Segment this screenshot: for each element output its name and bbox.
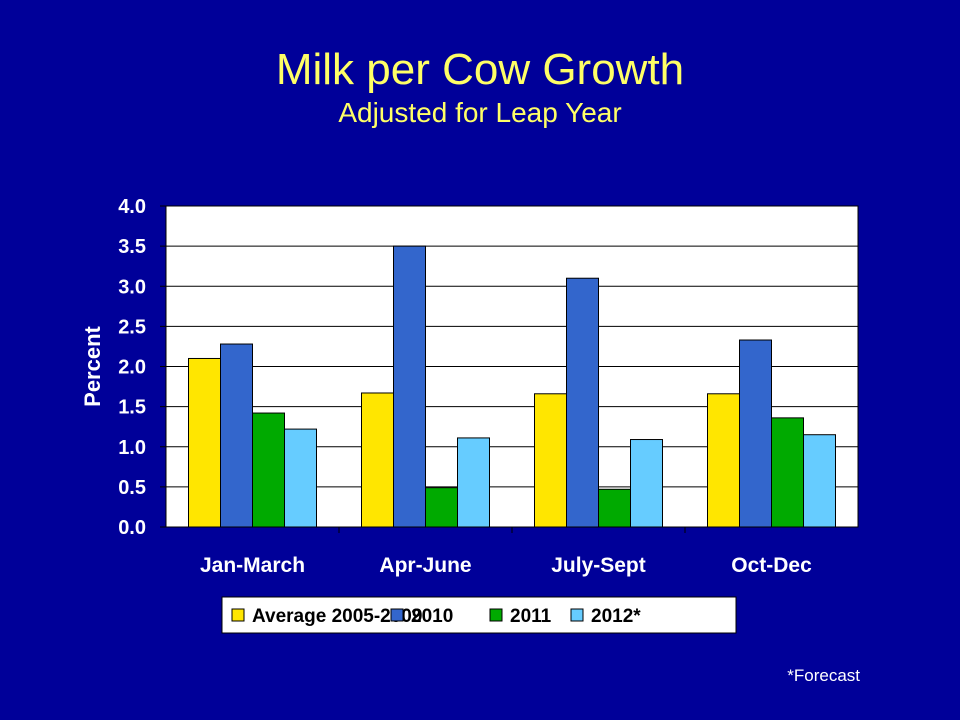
bar-average-2005-2009-apr-june bbox=[361, 392, 394, 528]
legend-swatch-average-2005-2009 bbox=[231, 608, 245, 622]
x-tick-label: Apr-June bbox=[379, 554, 471, 577]
bar-average-2005-2009-july-sept bbox=[534, 393, 567, 528]
bar-2010-oct-dec bbox=[739, 339, 772, 528]
y-tick-label: 2.5 bbox=[118, 316, 146, 338]
bar-2010-apr-june bbox=[393, 245, 426, 528]
bar-2011-jan-march bbox=[252, 412, 285, 528]
bar-2010-july-sept bbox=[566, 277, 599, 528]
slide-subtitle: Adjusted for Leap Year bbox=[338, 97, 622, 128]
bar-2012--oct-dec bbox=[803, 434, 836, 528]
bar-average-2005-2009-jan-march bbox=[188, 357, 221, 528]
y-tick-label: 0.5 bbox=[118, 477, 146, 499]
y-tick-label: 4.0 bbox=[118, 196, 146, 218]
legend-swatch-2012- bbox=[570, 608, 584, 622]
y-tick-label: 3.0 bbox=[118, 276, 146, 298]
y-tick-label: 3.5 bbox=[118, 236, 146, 258]
y-tick-label: 1.5 bbox=[118, 397, 146, 419]
footnote: *Forecast bbox=[787, 666, 860, 685]
bar-2010-jan-march bbox=[220, 343, 253, 528]
legend-label: Average 2005-2009 bbox=[252, 606, 422, 627]
legend-label: 2012* bbox=[591, 606, 641, 627]
legend-label: 2011 bbox=[510, 606, 552, 627]
x-tick-label: July-Sept bbox=[551, 554, 646, 577]
title-block: Milk per Cow Growth Adjusted for Leap Ye… bbox=[0, 44, 960, 130]
legend-swatch-2010 bbox=[390, 608, 404, 622]
legend-box bbox=[221, 596, 737, 634]
bar-average-2005-2009-oct-dec bbox=[707, 393, 740, 528]
y-tick-label: 1.0 bbox=[118, 437, 146, 459]
bar-2011-oct-dec bbox=[771, 417, 804, 528]
legend-swatch-2011 bbox=[489, 608, 503, 622]
slide-title: Milk per Cow Growth bbox=[275, 45, 685, 94]
bar-2011-apr-june bbox=[425, 487, 458, 528]
y-axis-label: Percent bbox=[80, 325, 105, 406]
y-tick-label: 2.0 bbox=[118, 357, 146, 379]
bar-2012--apr-june bbox=[457, 437, 490, 528]
x-tick-label: Jan-March bbox=[200, 554, 305, 577]
x-tick-label: Oct-Dec bbox=[731, 554, 812, 577]
bar-2011-july-sept bbox=[598, 488, 631, 528]
bar-2012--july-sept bbox=[630, 439, 663, 528]
y-tick-label: 0.0 bbox=[118, 517, 146, 539]
legend-label: 2010 bbox=[411, 606, 453, 627]
bar-2012--jan-march bbox=[284, 428, 317, 528]
